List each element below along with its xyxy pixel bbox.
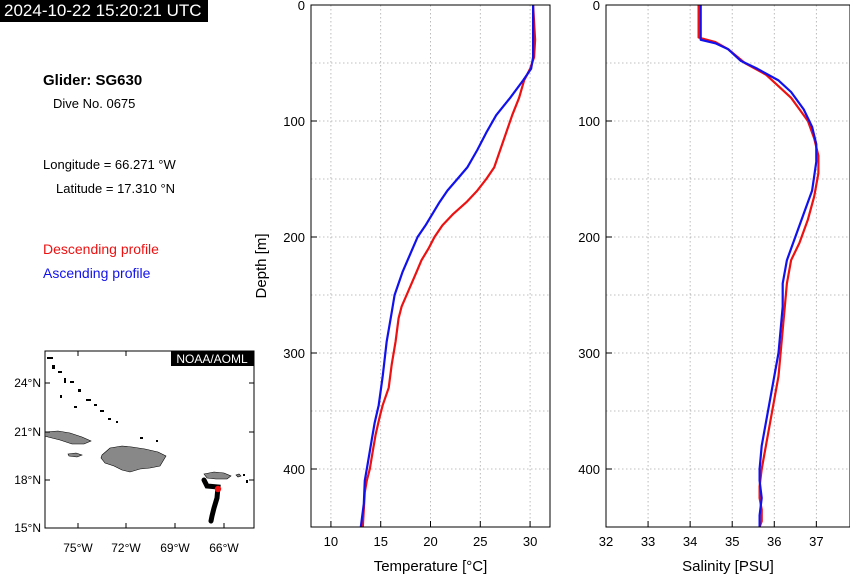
longitude-readout: Longitude = 66.271 °W (43, 157, 176, 172)
map-lat-tick: 15°N (14, 521, 41, 535)
x-tick-label: 15 (373, 534, 387, 549)
y-tick-label: 300 (578, 346, 600, 361)
latitude-readout: Latitude = 17.310 °N (56, 181, 176, 196)
timestamp-banner: 2024-10-22 15:20:21 UTC (0, 0, 208, 22)
y-tick-label: 100 (578, 114, 600, 129)
dive-number: Dive No. 0675 (53, 96, 136, 111)
x-tick-label: 37 (809, 534, 823, 549)
map-lon-tick: 72°W (111, 541, 141, 555)
y-tick-label: 300 (283, 346, 305, 361)
y-tick-label: 100 (283, 114, 305, 129)
map-lon-ticks: 75°W 72°W 69°W 66°W (63, 541, 239, 555)
y-tick-label: 400 (283, 462, 305, 477)
ascending-profile-line (699, 5, 818, 527)
glider-name: Glider: SG630 (43, 72, 143, 89)
map-badge: NOAA/AOML (176, 352, 248, 366)
y-tick-label: 200 (283, 230, 305, 245)
map-lon-tick: 75°W (63, 541, 93, 555)
x-tick-label: 33 (641, 534, 655, 549)
map-land (44, 430, 242, 480)
y-tick-label: 200 (578, 230, 600, 245)
x-tick-label: 36 (767, 534, 781, 549)
map-lat-tick: 21°N (14, 425, 41, 439)
map-islands (47, 357, 248, 483)
legend-ascending: Ascending profile (43, 265, 151, 281)
map-lat-tick: 18°N (14, 473, 41, 487)
map-lon-tick: 66°W (209, 541, 239, 555)
glider-track (201, 477, 221, 524)
y-tick-label: 400 (578, 462, 600, 477)
y-axis-label: Depth [m] (253, 233, 270, 298)
x-tick-label: 35 (725, 534, 739, 549)
map-badge-bg (171, 351, 254, 366)
x-tick-label: 30 (523, 534, 537, 549)
current-position-marker (214, 485, 222, 493)
map-inset: NOAA/AOML 24°N 21°N 18°N 15°N 75°W 72°W … (14, 350, 255, 555)
salinity-panel: 32 33 34 35 36 37 0 100 200 300 400 Salinity [PSU] (578, 0, 850, 574)
x-tick-label: 34 (683, 534, 697, 549)
legend-descending: Descending profile (43, 241, 159, 257)
map-tick-marks (45, 351, 254, 528)
ascending-profile-line (359, 5, 535, 528)
map-lon-tick: 69°W (160, 541, 190, 555)
x-tick-label: 20 (423, 534, 437, 549)
y-tick-label: 0 (593, 0, 600, 13)
map-lat-tick: 24°N (14, 376, 41, 390)
x-axis-label: Salinity [PSU] (682, 558, 774, 574)
plot-frame (605, 4, 850, 528)
y-tick-label: 0 (298, 0, 305, 13)
x-axis-label: Temperature [°C] (374, 558, 488, 574)
descending-profile-line (697, 5, 820, 528)
x-tick-label: 10 (324, 534, 338, 549)
x-tick-label: 32 (599, 534, 613, 549)
map-lat-ticks: 24°N 21°N 18°N 15°N (14, 376, 41, 535)
x-tick-label: 25 (473, 534, 487, 549)
descending-profile-line (361, 4, 537, 528)
